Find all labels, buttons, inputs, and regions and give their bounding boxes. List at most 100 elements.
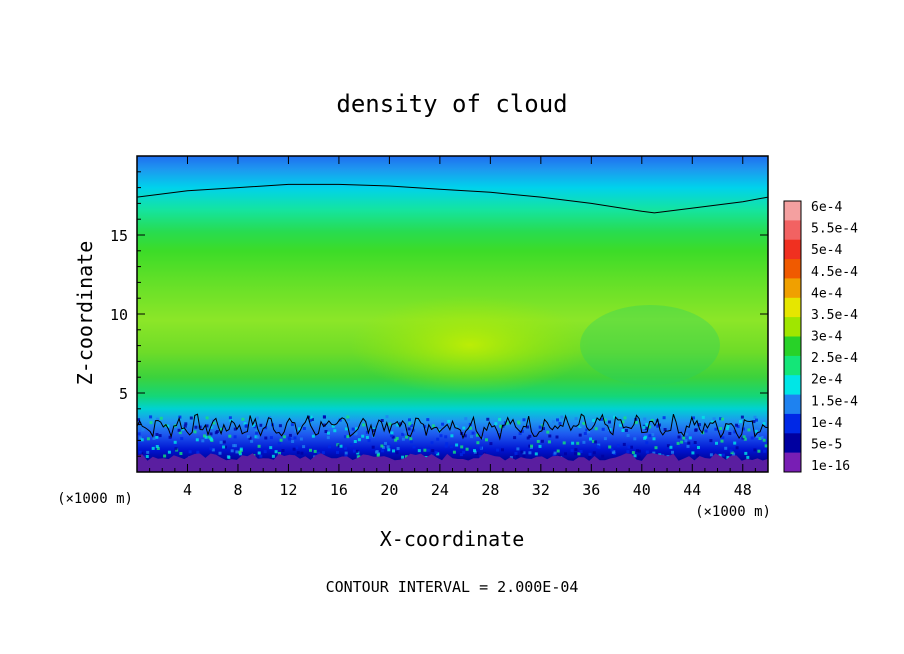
texture-cell [658,423,661,427]
texture-cell [212,421,216,425]
texture-cell [613,415,617,419]
texture-cell [313,449,317,453]
colorbar-swatch [784,220,801,241]
colorbar-label: 2.5e-4 [811,351,858,366]
texture-cell [232,444,236,448]
texture-cell [644,435,648,439]
texture-cell [743,437,747,441]
texture-cell [730,451,734,455]
texture-cell [601,454,605,458]
texture-cell [295,446,299,450]
texture-cell [355,449,359,453]
texture-cell [455,443,459,447]
texture-cell [709,453,713,457]
x-tick-label: 12 [279,481,297,499]
texture-cell [546,430,550,434]
texture-cell [589,437,592,441]
texture-cell [534,452,538,456]
texture-cell [257,451,261,455]
texture-cell [526,425,530,429]
texture-cell [308,418,312,422]
colorbar-label: 2e-4 [811,373,842,388]
texture-cell [436,452,440,456]
texture-cell [744,451,748,455]
texture-cell [239,447,243,451]
texture-cell [408,422,412,426]
texture-cell [651,433,655,437]
texture-cell [209,447,213,451]
texture-cell [746,455,750,459]
texture-cell [724,446,728,450]
texture-cell [720,439,724,443]
texture-cell [321,451,325,455]
texture-cell [189,416,193,420]
texture-cell [630,445,633,449]
texture-cell [496,448,500,452]
colorbar-label: 1.5e-4 [811,394,858,409]
texture-cell [288,437,292,441]
texture-cell [141,428,145,432]
texture-cell [361,434,365,438]
chart-title: density of cloud [336,90,567,118]
texture-cell [302,427,306,430]
texture-cell [522,451,526,455]
texture-cell [238,450,242,454]
texture-cell [158,434,162,438]
texture-cell [576,441,580,445]
texture-cell [447,419,451,423]
texture-cell [754,429,758,433]
texture-cell [399,422,403,426]
texture-cell [740,415,744,419]
texture-cell [343,435,347,439]
texture-cell [742,435,746,439]
texture-cell [556,449,560,453]
texture-cell [636,449,639,453]
texture-cell [758,425,762,428]
texture-cell [298,427,301,431]
texture-cell [721,436,725,440]
y-tick-label: 5 [119,385,128,403]
texture-cell [188,450,192,454]
texture-cell [344,451,348,455]
texture-cell [344,454,348,458]
x-tick-label: 36 [582,481,600,499]
texture-cell [437,429,441,433]
texture-cell [405,435,409,439]
texture-cell [710,420,714,424]
texture-cell [494,422,498,426]
texture-cell [513,436,517,440]
texture-cell [560,415,564,419]
texture-cell [582,422,586,426]
texture-cell [671,450,674,454]
texture-cell [753,415,757,419]
texture-cell [222,445,226,449]
texture-cell [155,435,159,439]
x-tick-label: 32 [532,481,550,499]
texture-cell [718,453,722,457]
texture-cell [476,441,480,445]
texture-cell [758,437,762,440]
texture-cell [233,444,237,448]
texture-cell [209,432,213,436]
texture-cell [732,452,736,456]
colorbar-swatch [784,413,801,434]
texture-cell [177,428,181,432]
texture-cell [352,449,356,453]
texture-cell [692,443,696,447]
texture-cell [152,436,156,440]
colorbar-swatch [784,433,801,454]
texture-cell [137,418,141,422]
x-tick-label: 48 [734,481,752,499]
texture-cell [501,424,505,428]
texture-cell [149,421,153,425]
texture-cell [201,439,205,443]
texture-cell [386,445,390,449]
texture-cell [205,416,209,420]
texture-cell [725,427,729,431]
texture-cell [195,438,199,442]
texture-cell [281,449,285,452]
texture-cell [505,421,509,425]
texture-cell [587,430,591,434]
x-axis: 4 8 12 16 20 24 28 32 36 40 44 48 [149,156,756,499]
